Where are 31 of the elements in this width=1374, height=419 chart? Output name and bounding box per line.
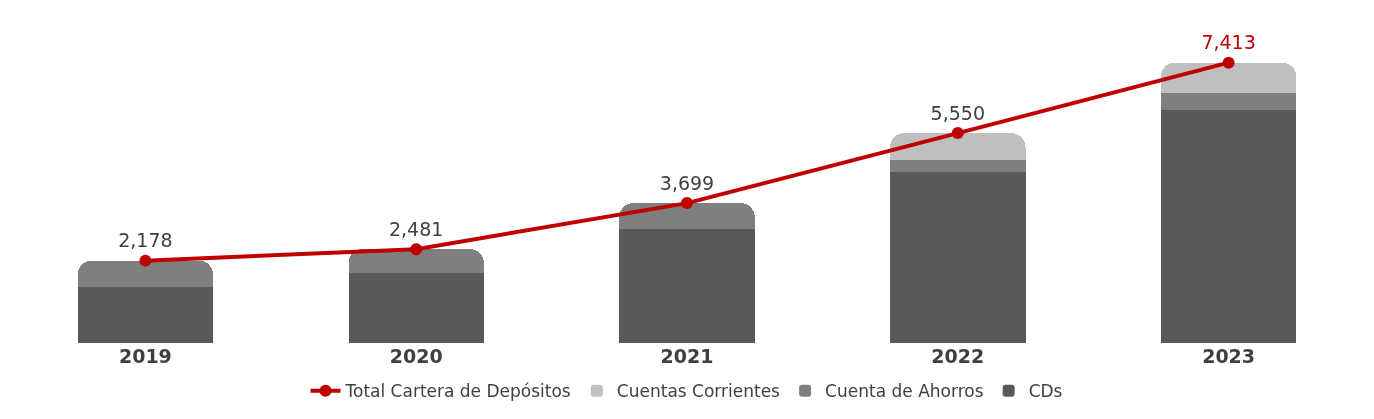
bar <box>348 272 484 343</box>
point <box>681 197 693 210</box>
legend-label: CDs <box>1028 381 1063 402</box>
legend-label: Total Cartera de Depósitos <box>344 381 571 402</box>
data-label: 2,481 <box>389 217 444 240</box>
bar <box>77 286 214 343</box>
bar <box>890 133 1026 161</box>
point <box>410 243 423 256</box>
bar <box>619 229 755 343</box>
legend-label: Cuentas Corrientes <box>616 381 781 402</box>
data-label: 3,699 <box>659 171 715 194</box>
bar <box>890 172 1026 343</box>
x-tick-label: 2023 <box>1202 345 1256 367</box>
data-label: 7,413 <box>1201 31 1256 54</box>
bar <box>1160 62 1297 93</box>
point <box>951 127 964 140</box>
x-tick-label: 2022 <box>931 345 985 367</box>
bar <box>77 260 214 287</box>
data-label: 2,178 <box>118 229 173 252</box>
x-tick-label: 2019 <box>118 345 172 367</box>
bar <box>1160 109 1297 343</box>
x-tick-label: 2021 <box>660 345 714 367</box>
legend-label: Cuenta de Ahorros <box>825 381 984 402</box>
data-label: 5,550 <box>930 101 985 124</box>
x-tick-label: 2020 <box>389 345 443 367</box>
point <box>1222 56 1235 69</box>
bar <box>348 249 484 273</box>
bar <box>890 160 1026 173</box>
bar <box>619 203 755 230</box>
bar <box>1160 92 1297 110</box>
point <box>139 254 152 267</box>
